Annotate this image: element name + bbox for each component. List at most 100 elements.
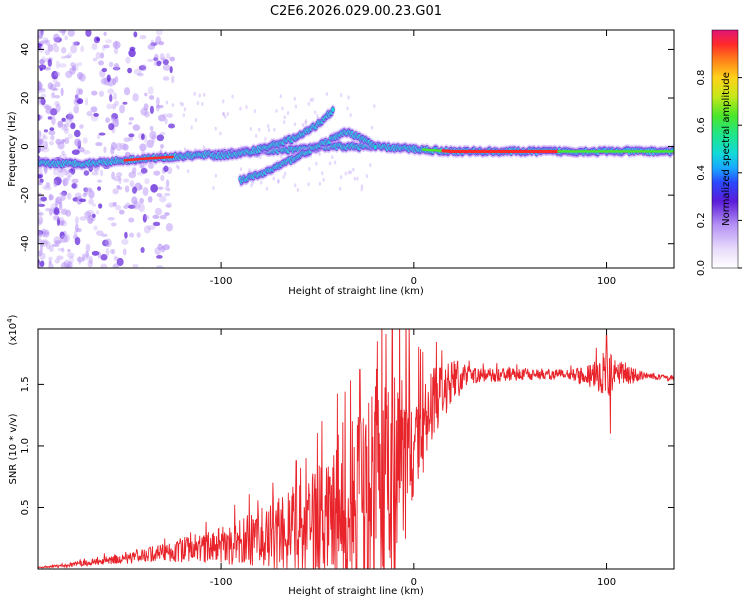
haze-blob: [194, 147, 197, 152]
haze-blob: [70, 62, 76, 67]
haze-blob: [219, 131, 222, 136]
haze-blob: [38, 95, 44, 105]
haze-blob: [79, 124, 84, 129]
core-dot: [171, 155, 174, 159]
haze-blob: [146, 58, 154, 63]
haze-blob: [160, 57, 166, 61]
haze-blob: [44, 231, 49, 235]
haze-blob: [98, 90, 104, 97]
haze-blob: [71, 178, 79, 184]
haze-blob: [137, 72, 144, 77]
haze-blob: [60, 208, 68, 215]
haze-blob: [38, 83, 42, 91]
haze-blob: [160, 174, 165, 182]
haze-blob: [73, 230, 78, 239]
haze-blob: [82, 149, 91, 155]
snr-x-label: Height of straight line (km): [288, 586, 424, 597]
haze-blob: [277, 178, 280, 183]
haze-blob: [38, 174, 43, 179]
haze-blob: [150, 184, 159, 193]
haze-blob: [124, 185, 130, 193]
haze-blob: [159, 214, 167, 220]
haze-blob: [272, 176, 275, 181]
haze-blob: [165, 179, 170, 188]
ridge-dot: [373, 144, 377, 150]
haze-blob: [183, 147, 187, 152]
haze-blob: [226, 111, 230, 116]
haze-blob: [147, 43, 156, 50]
haze-blob: [93, 225, 98, 231]
haze-blob: [304, 118, 308, 123]
haze-blob: [307, 182, 310, 187]
haze-blob: [67, 30, 75, 37]
haze-blob: [38, 250, 42, 257]
spectrogram-x-tick-label: -100: [210, 276, 233, 287]
haze-blob: [273, 127, 276, 132]
haze-blob: [116, 171, 123, 178]
haze-blob: [60, 261, 68, 268]
haze-blob: [202, 92, 206, 97]
haze-blob: [260, 180, 263, 185]
haze-blob: [88, 256, 93, 265]
haze-blob: [54, 240, 62, 245]
haze-blob: [322, 177, 325, 182]
haze-blob: [164, 192, 171, 197]
haze-blob: [45, 241, 51, 250]
haze-blob: [62, 178, 67, 187]
spectrogram-y-tick-label: 20: [20, 92, 31, 105]
ridge-upper-branch: [208, 104, 336, 163]
haze-blob: [118, 209, 125, 215]
colorbar-tick-label: 0.4: [696, 165, 707, 181]
haze-blob: [44, 39, 51, 46]
haze-blob: [165, 222, 174, 232]
haze-blob: [253, 109, 257, 114]
haze-blob: [40, 39, 49, 43]
haze-blob: [248, 168, 251, 173]
haze-blob: [349, 170, 352, 175]
haze-blob: [265, 186, 269, 191]
haze-blob: [38, 30, 44, 38]
haze-blob: [282, 120, 286, 125]
haze-blob: [139, 143, 147, 152]
haze-blob: [183, 107, 187, 112]
haze-blob: [42, 185, 47, 190]
haze-blob: [90, 106, 98, 113]
haze-blob: [74, 93, 80, 101]
haze-blob: [143, 133, 148, 143]
haze-blob: [116, 257, 124, 267]
haze-blob: [47, 82, 54, 90]
spectrogram-x-label: Height of straight line (km): [288, 286, 424, 297]
haze-blob: [38, 43, 43, 48]
haze-blob: [239, 106, 242, 111]
haze-blob: [60, 46, 67, 54]
haze-blob: [48, 130, 56, 136]
haze-blob: [103, 31, 107, 36]
haze-blob: [356, 176, 359, 181]
haze-blob: [114, 100, 119, 107]
haze-blob: [132, 263, 139, 268]
haze-blob: [63, 128, 69, 135]
haze-blob: [111, 171, 115, 180]
haze-blob: [162, 76, 170, 81]
haze-blob: [156, 104, 164, 109]
haze-blob: [41, 228, 46, 237]
spectrogram-marks: [38, 30, 674, 268]
haze-blob: [51, 70, 59, 80]
haze-blob: [193, 91, 196, 96]
haze-blob: [96, 134, 101, 140]
haze-blob: [43, 129, 49, 133]
haze-blob: [347, 95, 350, 100]
haze-blob: [162, 244, 171, 251]
haze-blob: [144, 92, 148, 97]
haze-blob: [74, 138, 82, 147]
haze-blob: [307, 101, 310, 106]
haze-blob: [113, 176, 121, 182]
haze-blob: [136, 232, 141, 238]
haze-blob: [177, 165, 180, 170]
snr-x-tick-label: 100: [597, 577, 616, 588]
haze-blob: [318, 181, 322, 186]
haze-blob: [147, 162, 155, 169]
haze-blob: [149, 130, 157, 140]
haze-blob: [109, 94, 113, 103]
haze-blob: [57, 247, 64, 252]
